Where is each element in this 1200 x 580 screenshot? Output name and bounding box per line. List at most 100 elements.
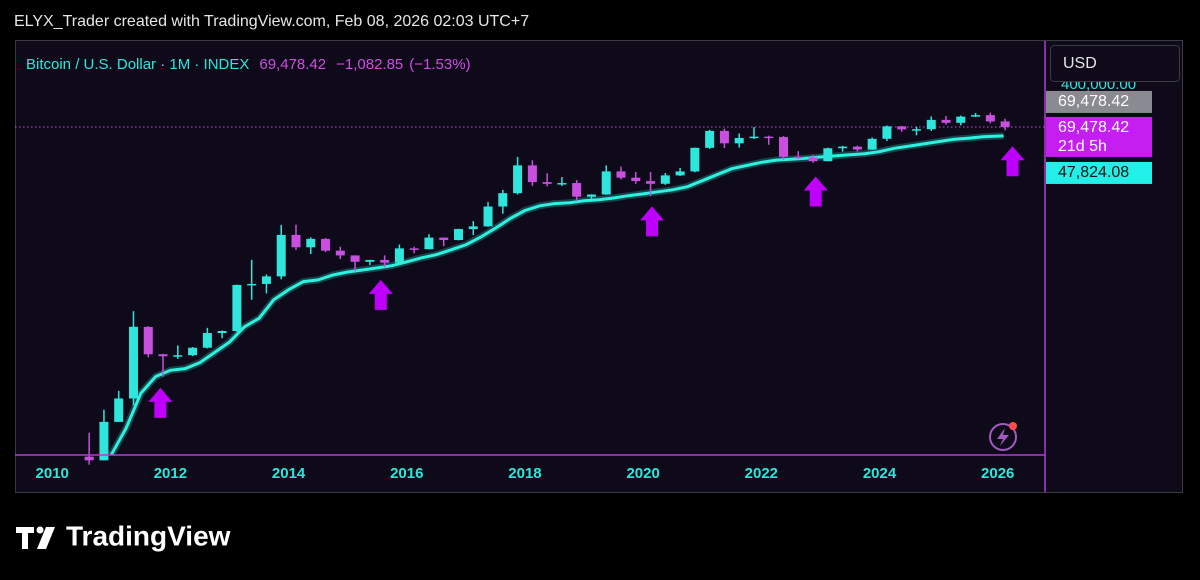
candle-body: [690, 147, 700, 172]
candle-body: [453, 229, 463, 241]
arrow-marker: [803, 176, 828, 207]
candle-body: [882, 126, 892, 139]
candle-body: [793, 156, 803, 159]
arrow-marker: [640, 206, 665, 237]
legend-item: −1,082.85: [336, 56, 403, 73]
candle-body: [572, 183, 582, 197]
credit: ELYX_Trader created with TradingView.com…: [14, 13, 529, 30]
candle-body: [158, 354, 168, 357]
price-label: 47,824.08: [1058, 164, 1129, 181]
candle-body: [173, 355, 183, 357]
candle-body: [483, 206, 493, 227]
candle-body: [956, 116, 966, 123]
candle-body: [527, 165, 537, 183]
price-label-box: [1046, 90, 1152, 113]
candle-body: [306, 238, 316, 248]
currency-button[interactable]: [1050, 45, 1180, 82]
x-tick-label: 2010: [36, 465, 69, 482]
candle-body: [232, 284, 242, 332]
candle-body: [705, 130, 715, 148]
candle-body: [719, 130, 729, 144]
x-tick-label: 2016: [390, 465, 423, 482]
legend-item: 69,478.42: [259, 56, 326, 73]
alert-circle: [989, 423, 1017, 451]
candle-body: [838, 146, 848, 149]
candle-body: [542, 182, 552, 184]
candle-body: [764, 136, 774, 139]
logo-v: [37, 527, 55, 549]
candle-body: [261, 276, 271, 284]
candle-body: [365, 259, 375, 262]
candle-body: [350, 255, 360, 262]
candle-body: [380, 259, 390, 263]
candle-body: [941, 119, 951, 123]
candle-body: [985, 115, 995, 122]
candle-body: [335, 250, 345, 256]
candle-body: [601, 171, 611, 195]
logo-dot: [36, 526, 44, 534]
candle-body: [779, 137, 789, 157]
candle-body: [291, 234, 301, 248]
legend-item: (−1.53%): [409, 56, 470, 73]
candle-body: [631, 177, 641, 182]
brand-logo: [16, 526, 55, 549]
candle-body: [202, 333, 212, 348]
candle-body: [586, 194, 596, 197]
x-tick-label: 2018: [508, 465, 541, 482]
alert-icon[interactable]: [989, 422, 1017, 451]
countdown: 21d 5h: [1058, 138, 1107, 155]
candle-body: [394, 248, 404, 263]
x-tick-label: 2020: [626, 465, 659, 482]
candle-body: [852, 146, 862, 150]
x-tick-label: 2024: [863, 465, 897, 482]
candle-body: [660, 175, 670, 184]
candle-body: [867, 138, 877, 150]
candle-body: [808, 157, 818, 162]
candle-body: [217, 331, 227, 334]
candle-body: [971, 115, 981, 117]
candle-body: [911, 129, 921, 131]
candle-body: [247, 283, 257, 286]
candle-body: [424, 237, 434, 250]
candle-body: [823, 148, 833, 162]
x-tick-label: 2012: [154, 465, 187, 482]
alert-dot: [1009, 422, 1017, 430]
candle-body: [557, 183, 567, 185]
candle-body: [616, 171, 626, 178]
legend-item: Bitcoin / U.S. Dollar · 1M · INDEX: [26, 56, 249, 73]
candle-body: [84, 456, 94, 461]
candle-body: [513, 165, 523, 194]
candle-body: [498, 193, 508, 207]
brand: TradingView: [66, 520, 231, 551]
price-label: 69,478.42: [1058, 93, 1129, 110]
ma-line: [109, 134, 1004, 456]
candle-body: [675, 171, 685, 176]
price-label-box: [1046, 116, 1152, 157]
legend: Bitcoin / U.S. Dollar · 1M · INDEX 69,478…: [26, 56, 471, 73]
candle-body: [128, 326, 138, 399]
x-tick-label: 2022: [745, 465, 778, 482]
price-label-box: [1046, 161, 1152, 184]
candle-body: [749, 136, 759, 139]
candle-body: [897, 126, 907, 130]
x-tick-label: 2026: [981, 465, 1014, 482]
candle-body: [734, 137, 744, 144]
price-label: 69,478.42: [1058, 119, 1129, 136]
alert-bolt: [997, 428, 1009, 446]
x-tick-label: 2014: [272, 465, 306, 482]
logo-t: [16, 527, 34, 549]
candle-body: [1000, 121, 1010, 127]
candle-body: [321, 238, 331, 251]
candle-body: [926, 119, 936, 130]
arrow-marker: [1000, 146, 1025, 177]
candle-body: [439, 237, 449, 241]
arrow-marker: [368, 279, 393, 310]
candle-body: [276, 234, 286, 277]
arrow-marker: [148, 387, 173, 418]
plot: Bitcoin / U.S. Dollar · 1M · INDEX 69,478…: [15, 56, 1045, 465]
candle-body: [143, 326, 153, 355]
candle-body: [646, 181, 656, 184]
